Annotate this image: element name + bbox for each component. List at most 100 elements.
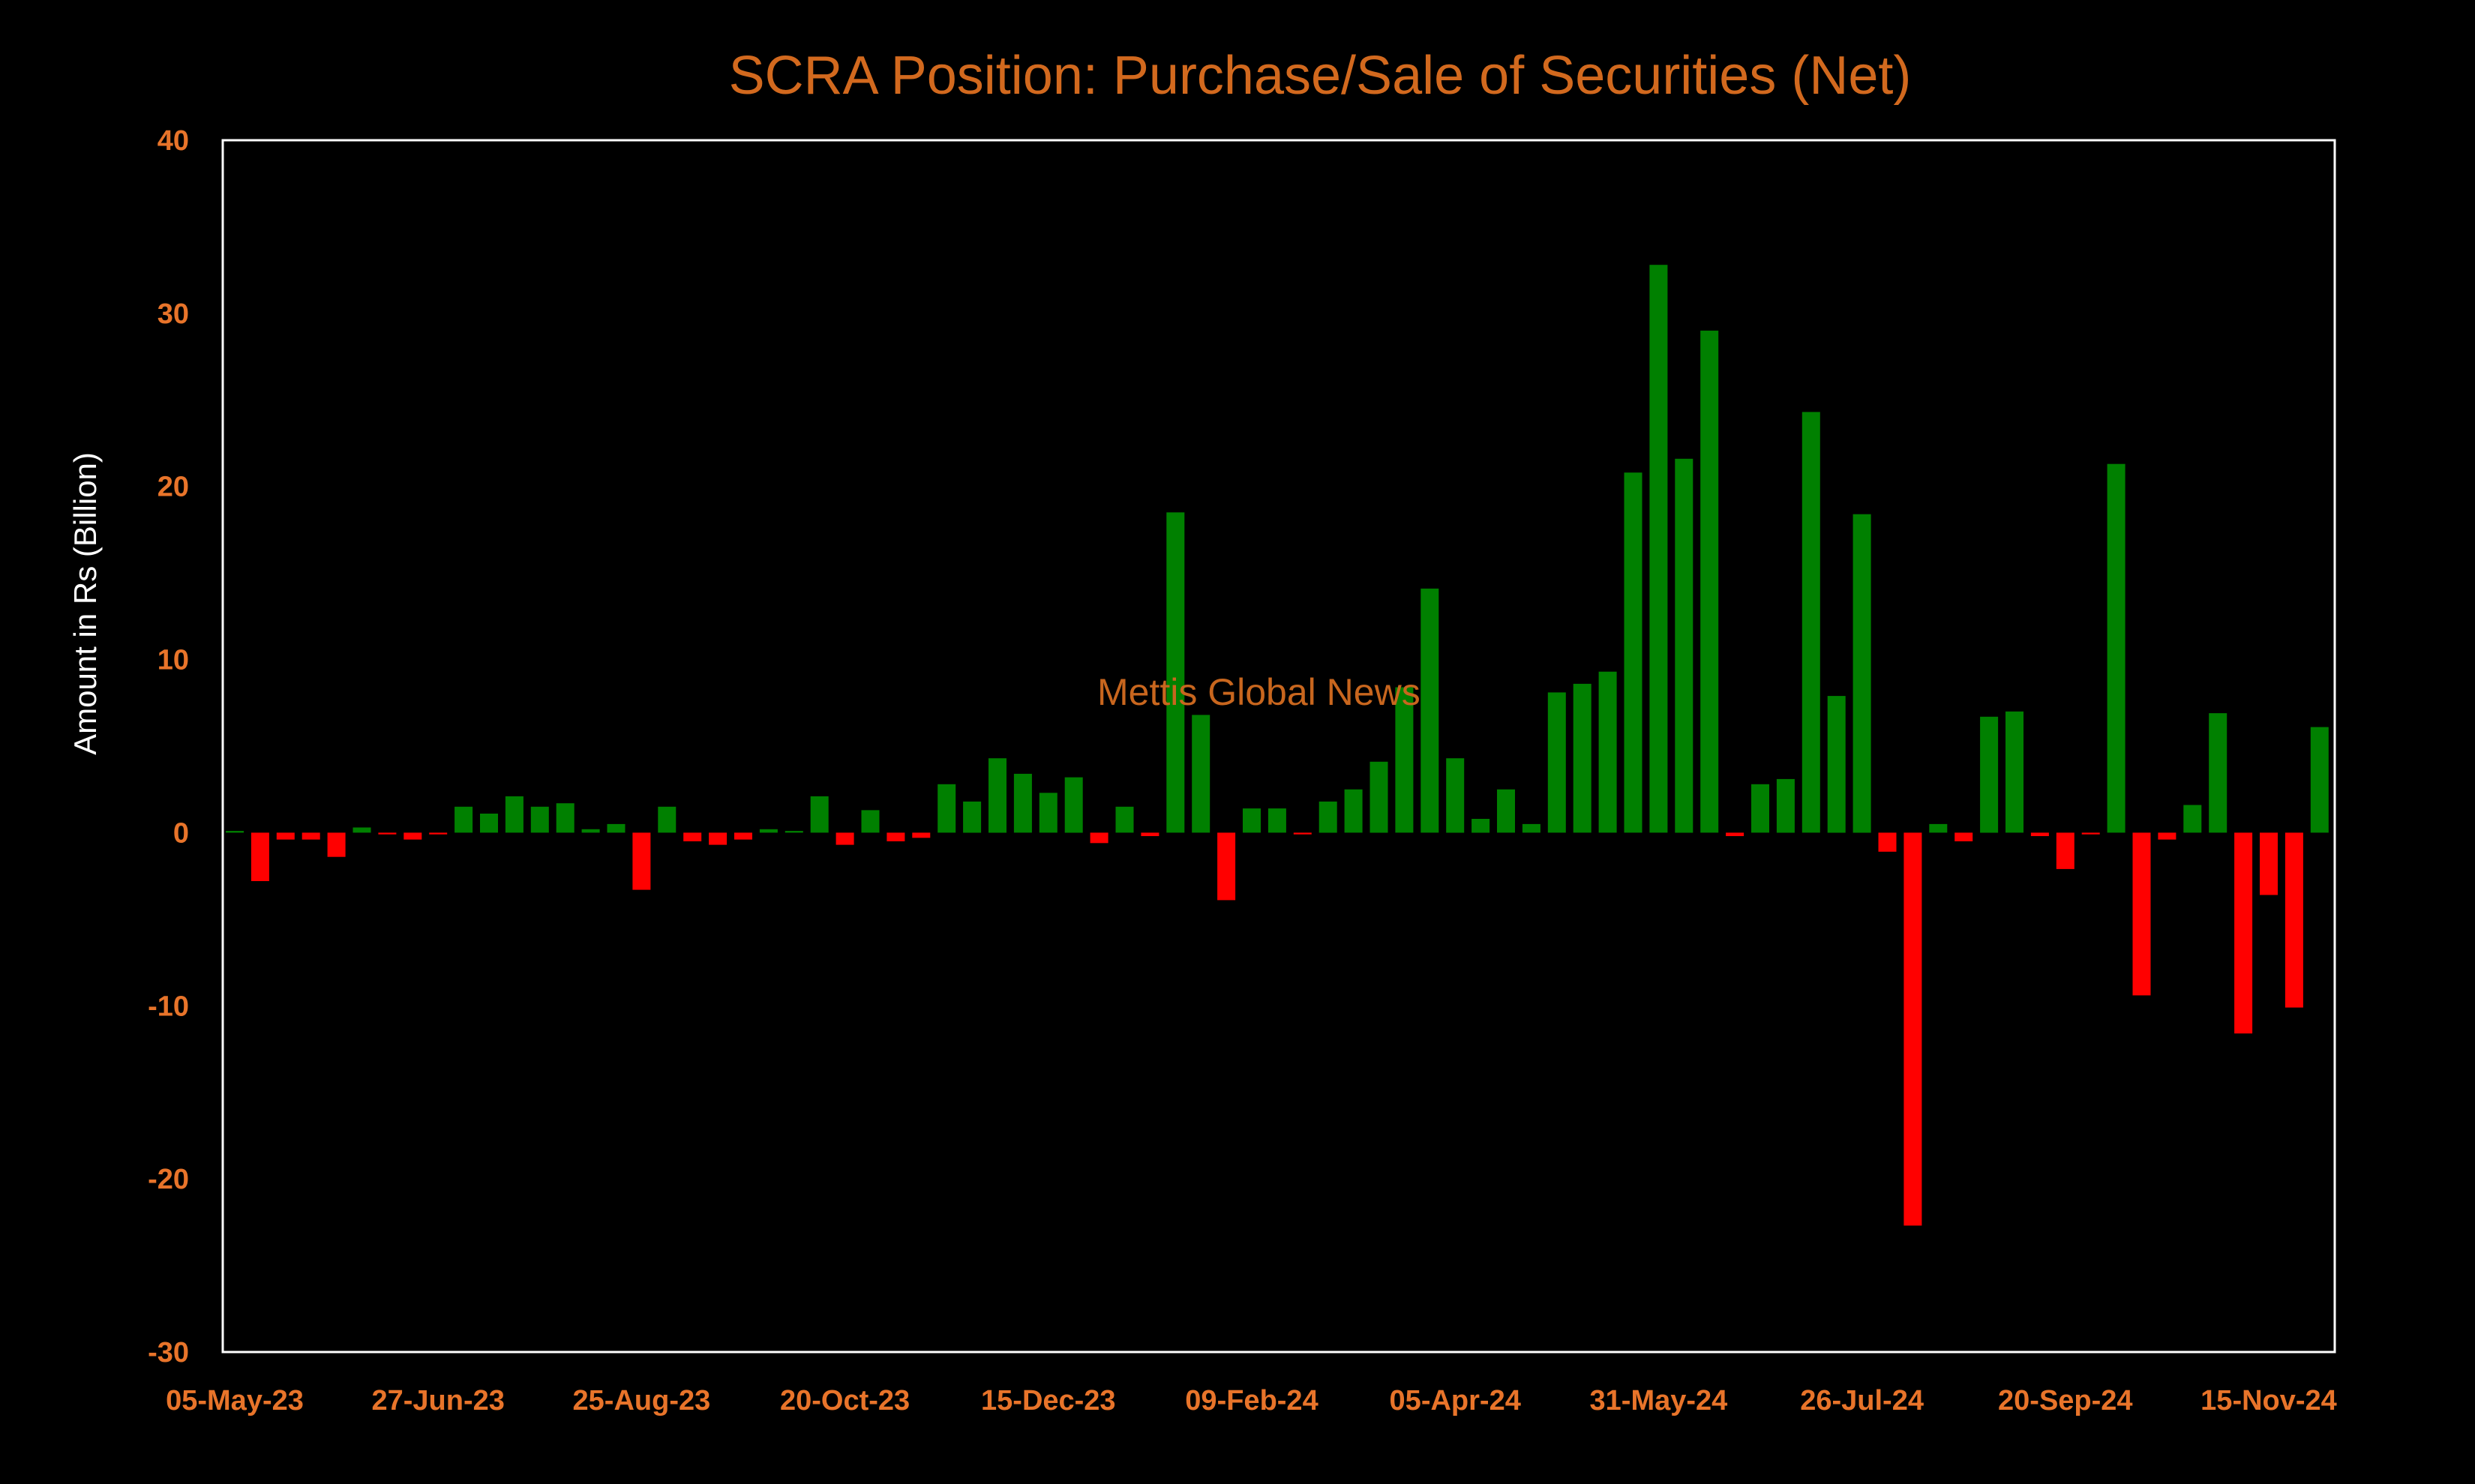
- bar: [1090, 832, 1108, 844]
- bar: [1420, 588, 1439, 833]
- y-axis-label: Amount in Rs (Billion): [68, 452, 103, 755]
- bar: [1700, 330, 1719, 833]
- bar: [1751, 784, 1769, 833]
- bar: [1929, 823, 1948, 833]
- bar: [1446, 758, 1465, 833]
- bar: [1776, 778, 1795, 833]
- bar: [683, 832, 702, 841]
- bar: [2234, 832, 2253, 1034]
- x-tick-label: 15-Dec-23: [981, 1385, 1116, 1417]
- bar: [1878, 832, 1897, 852]
- bar: [2183, 805, 2202, 833]
- bar: [1802, 412, 1820, 833]
- bar: [938, 784, 956, 833]
- y-tick-label: 10: [158, 645, 189, 676]
- bar: [1064, 777, 1083, 833]
- bar: [1370, 761, 1388, 833]
- bar: [327, 832, 346, 857]
- bar: [226, 831, 244, 833]
- bar: [352, 827, 371, 833]
- bar: [1980, 716, 1999, 833]
- x-tick-label: 15-Nov-24: [2200, 1385, 2337, 1417]
- x-tick-label: 09-Feb-24: [1185, 1385, 1318, 1417]
- bar: [1497, 789, 1515, 833]
- bar: [2107, 463, 2126, 833]
- bar: [276, 832, 295, 840]
- y-tick-label: -30: [148, 1337, 189, 1369]
- x-tick-label: 31-May-24: [1590, 1385, 1728, 1417]
- bar: [988, 758, 1006, 833]
- y-tick-label: 30: [158, 298, 189, 330]
- bar: [480, 814, 498, 833]
- bar: [404, 832, 422, 840]
- bar: [302, 832, 320, 840]
- bar: [1344, 789, 1363, 833]
- x-tick-label: 05-Apr-24: [1390, 1385, 1521, 1417]
- bar: [2284, 832, 2303, 1008]
- bar: [556, 803, 574, 833]
- bar: [1573, 683, 1592, 833]
- x-tick-label: 26-Jul-24: [1800, 1385, 1924, 1417]
- bar: [1547, 692, 1566, 833]
- bar: [1141, 832, 1160, 836]
- bar: [2056, 832, 2074, 869]
- bar: [1827, 696, 1846, 833]
- plot-frame: [221, 139, 2336, 1354]
- bar: [2006, 711, 2024, 833]
- bar: [581, 829, 600, 833]
- bar: [378, 832, 397, 835]
- bar: [1115, 806, 1134, 833]
- y-tick-label: -10: [148, 991, 189, 1022]
- bar: [2081, 832, 2100, 835]
- bar: [1675, 458, 1694, 833]
- x-tick-label: 25-Aug-23: [573, 1385, 711, 1417]
- bar: [836, 832, 854, 845]
- bar: [886, 832, 905, 841]
- y-axis-ticks: 40 30 20 10 0 -10 -20 -30: [148, 125, 189, 1369]
- bar: [734, 832, 752, 840]
- bar: [429, 832, 448, 835]
- x-tick-label: 20-Sep-24: [1998, 1385, 2133, 1417]
- bar: [1243, 808, 1261, 833]
- bar: [1293, 832, 1312, 835]
- bar: [1522, 823, 1540, 833]
- bar: [709, 832, 728, 845]
- bar: [607, 823, 626, 833]
- bar: [530, 806, 549, 833]
- bar: [505, 796, 524, 833]
- bar: [1852, 514, 1871, 833]
- bar: [1192, 715, 1210, 833]
- bar: [1268, 808, 1286, 833]
- bar: [861, 810, 880, 833]
- bar: [2260, 832, 2278, 895]
- bar: [1472, 819, 1490, 833]
- bar: [1726, 832, 1744, 836]
- bar: [1013, 773, 1032, 833]
- bar: [1039, 793, 1058, 833]
- bar: [1904, 832, 1922, 1226]
- watermark-text: Mettis Global News: [1097, 671, 1420, 713]
- chart-title: SCRA Position: Purchase/Sale of Securiti…: [729, 46, 1912, 106]
- bar: [1166, 512, 1185, 833]
- bar: [2158, 832, 2176, 840]
- bar: [759, 829, 778, 833]
- y-tick-label: -20: [148, 1164, 189, 1195]
- bar: [912, 832, 931, 838]
- bar: [1954, 832, 1973, 841]
- bar: [1217, 832, 1236, 901]
- x-axis-ticks: 05-May-23 27-Jun-23 25-Aug-23 20-Oct-23 15-D…: [166, 1385, 2337, 1417]
- bar: [1598, 671, 1617, 833]
- bar: [1395, 687, 1414, 833]
- bar: [632, 832, 651, 890]
- bar: [1318, 801, 1337, 833]
- bar: [784, 831, 803, 833]
- x-tick-label: 27-Jun-23: [371, 1385, 504, 1417]
- bar: [658, 806, 676, 833]
- bar: [810, 796, 829, 833]
- y-tick-label: 0: [173, 817, 189, 849]
- bar: [454, 806, 473, 833]
- bar: [2209, 713, 2228, 833]
- bar: [2310, 727, 2329, 833]
- bar-series: [226, 265, 2329, 1226]
